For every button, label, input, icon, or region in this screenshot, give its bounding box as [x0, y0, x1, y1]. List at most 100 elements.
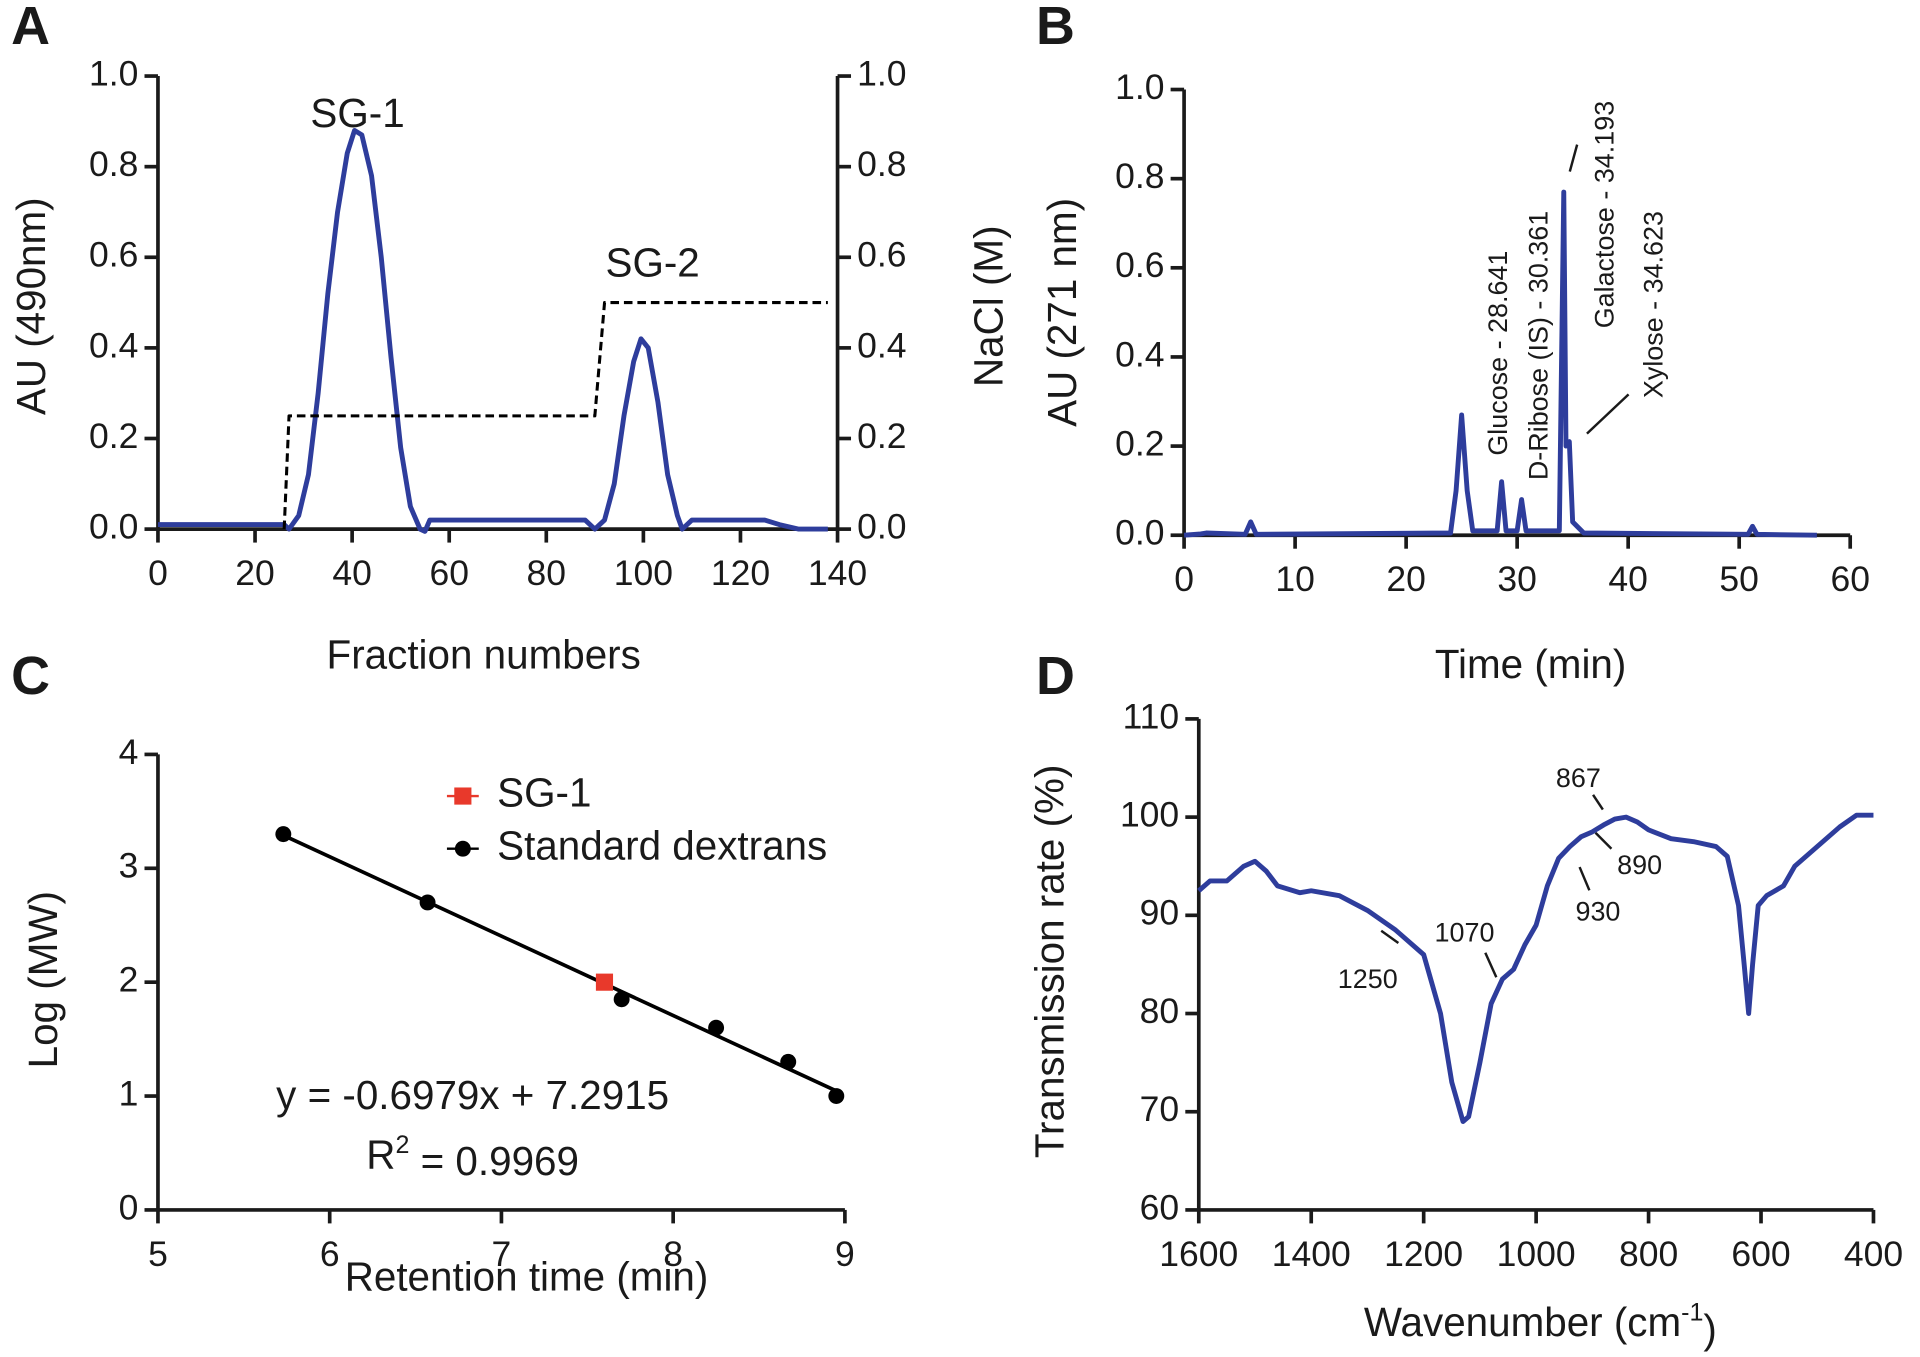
x-tick-label: 80	[527, 553, 567, 593]
panel-label: A	[11, 0, 50, 56]
y-axis-title: Transmission rate (%)	[1027, 765, 1073, 1159]
legend-label: Standard dextrans	[497, 822, 827, 868]
r-squared: R2 = 0.9969	[366, 1131, 579, 1184]
x-tick-label: 6	[320, 1234, 340, 1274]
annotation: 1070	[1435, 918, 1495, 948]
x-axis-title: Wavenumber (cm-1)	[1364, 1298, 1717, 1351]
y-tick-label: 2	[119, 960, 139, 1000]
annotation: 867	[1556, 763, 1601, 793]
x-tick-label: 400	[1844, 1234, 1903, 1274]
fit-line	[282, 833, 838, 1093]
x-tick-label: 8	[663, 1234, 683, 1274]
x-tick-label: 5	[148, 1234, 168, 1274]
x-axis-title: Retention time (min)	[345, 1253, 709, 1299]
annotation: SG-2	[606, 240, 700, 286]
y-axis-title: AU (271 nm)	[1039, 198, 1085, 427]
x-axis-title-part: -1	[1681, 1298, 1703, 1326]
y-tick-label: 0.6	[1115, 245, 1164, 285]
y-tick-label: 4	[119, 732, 139, 772]
x-tick-label: 40	[1608, 559, 1648, 599]
annotation: 890	[1617, 850, 1662, 880]
r-squared-part: R	[366, 1131, 395, 1177]
y-tick-label: 80	[1140, 991, 1180, 1031]
x-tick-label: 7	[492, 1234, 512, 1274]
y-tick-label: 0.8	[89, 144, 138, 184]
x-tick-label: 100	[614, 553, 673, 593]
y-tick-label: 1.0	[1115, 67, 1164, 107]
leader-line	[1594, 831, 1613, 850]
annotation: SG-1	[310, 90, 404, 136]
data-point	[613, 991, 630, 1008]
leader-line	[1586, 393, 1630, 435]
y2-axis-title: NaCl (M)	[966, 225, 1012, 387]
x-tick-label: 60	[429, 553, 468, 593]
x-axis-title-part: Wavenumber (cm	[1364, 1299, 1681, 1345]
x-tick-label: 1400	[1272, 1234, 1351, 1274]
panel-label: C	[11, 646, 50, 706]
y2-tick-label: 1.0	[857, 53, 906, 93]
panel-label: D	[1036, 646, 1075, 706]
data-point	[275, 826, 292, 843]
legend-marker	[454, 840, 471, 857]
data-point	[828, 1088, 845, 1105]
x-tick-label: 10	[1275, 559, 1314, 599]
y-tick-label: 0	[119, 1187, 139, 1227]
y-tick-label: 0.6	[89, 235, 138, 275]
y-tick-label: 0.4	[1115, 334, 1164, 374]
annotation: 1250	[1338, 964, 1398, 994]
x-tick-label: 30	[1497, 559, 1537, 599]
panel-label: B	[1036, 0, 1075, 56]
leader-line	[1568, 144, 1579, 172]
y-tick-label: 110	[1123, 696, 1180, 736]
x-tick-label: 600	[1731, 1234, 1790, 1274]
x-tick-label: 0	[148, 553, 168, 593]
y-tick-label: 60	[1140, 1187, 1180, 1227]
legend-marker	[454, 787, 472, 805]
x-tick-label: 50	[1719, 559, 1759, 599]
data-point	[595, 973, 614, 991]
y-tick-label: 0.4	[89, 325, 138, 365]
x-axis-title: Fraction numbers	[327, 631, 641, 677]
r-squared-part: = 0.9969	[409, 1138, 579, 1184]
y2-tick-label: 0.0	[857, 506, 906, 546]
y2-tick-label: 0.4	[857, 325, 906, 365]
y-tick-label: 3	[119, 846, 139, 886]
annotation: 930	[1575, 897, 1620, 927]
y-tick-label: 1.0	[89, 53, 138, 93]
leader-line	[1380, 929, 1400, 944]
x-tick-label: 9	[835, 1234, 855, 1274]
y2-tick-label: 0.6	[857, 235, 906, 275]
x-tick-label: 1000	[1497, 1234, 1576, 1274]
y-tick-label: 0.2	[89, 416, 138, 456]
leader-line	[1484, 952, 1498, 978]
y-axis-title: Log (MW)	[20, 891, 66, 1068]
annotation: D-Ribose (IS) - 30.361	[1524, 211, 1554, 480]
data-point	[419, 894, 436, 911]
y-tick-label: 0.0	[1115, 513, 1164, 553]
y-tick-label: 0.8	[1115, 156, 1164, 196]
x-tick-label: 800	[1619, 1234, 1678, 1274]
x-tick-label: 1200	[1384, 1234, 1463, 1274]
y-tick-label: 70	[1140, 1089, 1180, 1129]
data-line	[1197, 812, 1874, 1124]
x-tick-label: 20	[235, 553, 275, 593]
x-tick-label: 0	[1174, 559, 1194, 599]
legend-label: SG-1	[497, 770, 591, 816]
data-line	[282, 301, 828, 530]
annotation: Galactose - 34.193	[1590, 101, 1620, 328]
leader-line	[1578, 866, 1591, 891]
leaders	[1380, 144, 1630, 978]
y-axis-title: AU (490nm)	[8, 197, 54, 415]
r-squared-part: 2	[395, 1131, 409, 1159]
data-point	[780, 1053, 797, 1070]
y-tick-label: 0.0	[89, 506, 138, 546]
annotation: Glucose - 28.641	[1483, 251, 1513, 456]
x-tick-label: 20	[1386, 559, 1425, 599]
x-axis-title-part: )	[1703, 1306, 1716, 1352]
y2-tick-label: 0.8	[857, 144, 906, 184]
x-axis-title: Time (min)	[1435, 641, 1626, 687]
y-tick-label: 100	[1120, 794, 1179, 834]
annotation: Xylose - 34.623	[1639, 211, 1669, 398]
